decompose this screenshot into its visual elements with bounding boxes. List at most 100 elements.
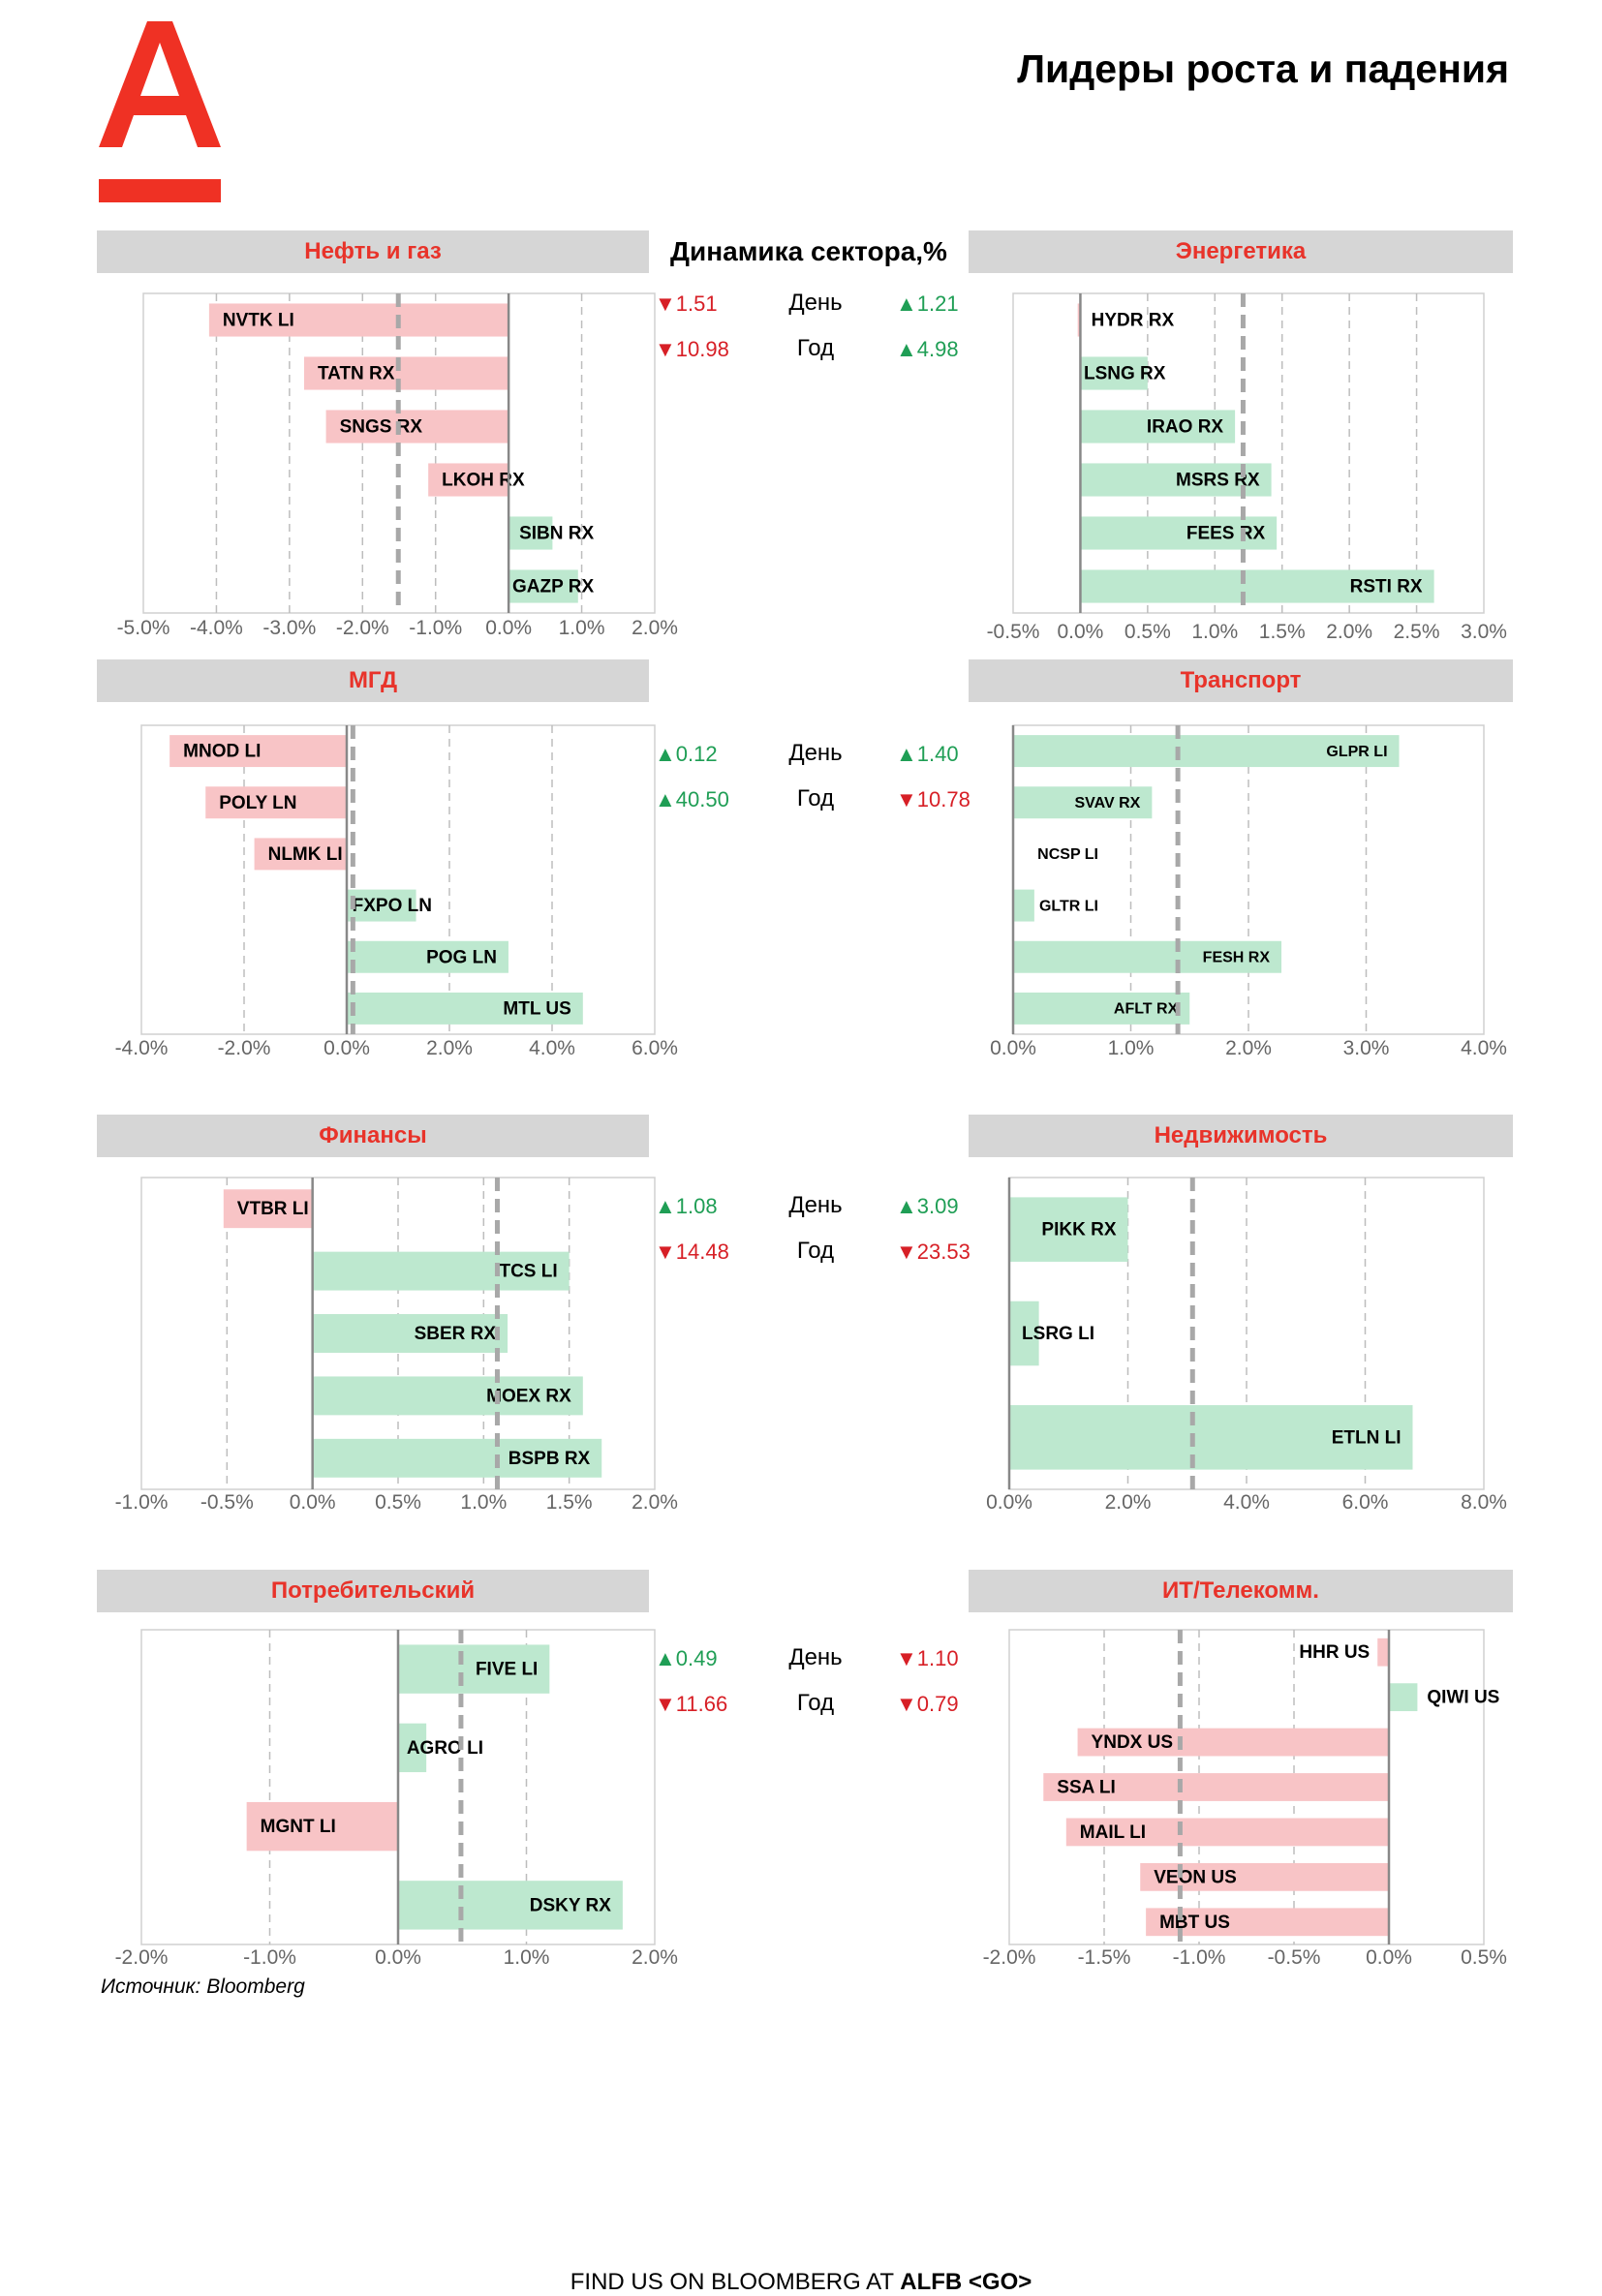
tick-label: -0.5% bbox=[987, 621, 1040, 643]
chart-metals: -4.0% -2.0% 0.0% 2.0% 4.0% 6.0% MNOD LI POLY LN… bbox=[115, 724, 678, 1059]
bar bbox=[1013, 735, 1400, 768]
tick-label: 0.5% bbox=[1461, 1946, 1507, 1969]
period-label: Год bbox=[796, 1238, 835, 1264]
source-note: Источник: Bloomberg bbox=[101, 1975, 305, 1998]
tick-label: 0.0% bbox=[986, 1491, 1032, 1514]
tick-label: 8.0% bbox=[1461, 1491, 1507, 1514]
logo-letter-a bbox=[99, 21, 221, 147]
sector-change-left: ▼14.48 bbox=[655, 1240, 729, 1264]
bar-label: LSRG LI bbox=[1022, 1324, 1094, 1344]
bar bbox=[1013, 889, 1034, 922]
tick-label: 1.5% bbox=[1259, 621, 1306, 643]
tick-label: 0.0% bbox=[375, 1946, 421, 1969]
bar bbox=[1009, 1405, 1413, 1470]
tick-label: 2.0% bbox=[426, 1037, 473, 1059]
chart-it-telecom: -2.0% -1.5% -1.0% -0.5% 0.0% 0.5% HHR US QIWI U… bbox=[983, 1629, 1507, 1969]
bar bbox=[169, 735, 347, 768]
sector-name: ИТ/Телекомм. bbox=[1162, 1577, 1319, 1604]
tick-label: 1.5% bbox=[546, 1491, 593, 1514]
sector-name: Нефть и газ bbox=[304, 238, 442, 264]
chart-real-estate: 0.0% 2.0% 4.0% 6.0% 8.0% PIKK RX LSRG LI ETLN L… bbox=[986, 1177, 1507, 1514]
plot-frame bbox=[140, 724, 656, 1035]
bar bbox=[312, 1314, 508, 1353]
sector-header-finance: Финансы bbox=[97, 1115, 649, 1157]
sector-header-consumer: Потребительский bbox=[97, 1570, 649, 1612]
bar-label: LKOH RX bbox=[442, 471, 525, 491]
period-label: День bbox=[788, 1644, 843, 1670]
tick-label: 0.0% bbox=[1057, 621, 1103, 643]
bar-label: IRAO RX bbox=[1147, 417, 1224, 438]
tick-label: 0.5% bbox=[375, 1491, 421, 1514]
tick-label: 2.0% bbox=[632, 1491, 678, 1514]
logo-underline bbox=[99, 179, 221, 202]
tick-label: 1.0% bbox=[504, 1946, 550, 1969]
dynamics-header: Динамика сектора,% bbox=[649, 230, 969, 273]
sector-change-left: ▼11.66 bbox=[655, 1692, 728, 1716]
sector-header-oil-gas: Нефть и газ bbox=[97, 230, 649, 273]
chart-finance: -1.0% -0.5% 0.0% 0.5% 1.0% 1.5% 2.0% VTBR LI TCS… bbox=[115, 1177, 678, 1514]
bar-label: SIBN RX bbox=[519, 524, 594, 544]
bar bbox=[312, 1438, 602, 1478]
bar-label: MBT US bbox=[1159, 1913, 1230, 1933]
chart-consumer: -2.0% -1.0% 0.0% 1.0% 2.0% FIVE LI AGRO LI MGNT… bbox=[115, 1629, 678, 1969]
tick-label: 0.0% bbox=[485, 617, 532, 639]
tick-label: 2.0% bbox=[632, 1946, 678, 1969]
bar-label: FXPO LN bbox=[353, 896, 432, 916]
sector-change-left: ▲1.08 bbox=[655, 1194, 718, 1218]
sector-name: Потребительский bbox=[270, 1577, 476, 1604]
tick-label: 1.0% bbox=[1108, 1037, 1155, 1059]
period-label: Год bbox=[796, 1690, 835, 1716]
footer: FIND US ON BLOOMBERG AT ALFB <GO> bbox=[0, 2269, 1602, 2296]
tick-label: 3.0% bbox=[1343, 1037, 1390, 1059]
plot-frame bbox=[1012, 292, 1485, 614]
tick-label: -2.0% bbox=[336, 617, 389, 639]
tick-label: 2.0% bbox=[1326, 621, 1372, 643]
sector-change-left: ▼1.51 bbox=[655, 291, 718, 316]
footer-prefix: FIND US ON BLOOMBERG AT bbox=[570, 2269, 901, 2295]
sector-change-right: ▲1.40 bbox=[896, 742, 959, 766]
tick-label: 6.0% bbox=[1342, 1491, 1389, 1514]
tick-label: -1.0% bbox=[1173, 1946, 1226, 1969]
bar-label: NLMK LI bbox=[268, 844, 343, 865]
bar bbox=[347, 889, 416, 922]
bar bbox=[1080, 569, 1434, 603]
tick-label: -5.0% bbox=[117, 617, 170, 639]
bar-label: VEON US bbox=[1154, 1867, 1237, 1887]
bar bbox=[205, 786, 347, 819]
tick-label: 2.5% bbox=[1394, 621, 1440, 643]
bar-label: HYDR RX bbox=[1092, 311, 1175, 331]
bar bbox=[508, 516, 553, 550]
bar bbox=[508, 569, 578, 603]
tick-label: 4.0% bbox=[529, 1037, 575, 1059]
bar bbox=[1009, 1197, 1128, 1262]
sector-name: Энергетика bbox=[1175, 238, 1307, 264]
sector-name: Транспорт bbox=[1180, 667, 1302, 693]
sector-header-metals: МГД bbox=[97, 659, 649, 702]
bar-label: YNDX US bbox=[1092, 1732, 1173, 1753]
sector-name: Недвижимость bbox=[1154, 1122, 1328, 1148]
bar-label: FESH RX bbox=[1203, 949, 1271, 965]
bar bbox=[347, 992, 583, 1025]
bar bbox=[428, 463, 509, 497]
tick-label: -0.5% bbox=[1268, 1946, 1321, 1969]
bar-label: AGRO LI bbox=[407, 1738, 483, 1759]
sector-header-transport: Транспорт bbox=[969, 659, 1513, 702]
tick-label: -1.0% bbox=[115, 1491, 169, 1514]
chart-energy: -0.5% 0.0% 0.5% 1.0% 1.5% 2.0% 2.5% 3.0% HYDR RX… bbox=[987, 292, 1507, 643]
bar bbox=[1080, 463, 1272, 497]
bar-label: DSKY RX bbox=[530, 1895, 611, 1915]
sector-change-right: ▲1.21 bbox=[896, 291, 959, 316]
bar bbox=[398, 1644, 550, 1694]
plot-frame bbox=[1008, 1629, 1485, 1945]
bar-label: AFLT RX bbox=[1114, 1001, 1179, 1018]
bar-label: PIKK RX bbox=[1041, 1220, 1116, 1240]
dynamics-title: Динамика сектора,% bbox=[670, 236, 947, 266]
bar bbox=[312, 1251, 570, 1291]
bar bbox=[1043, 1773, 1389, 1801]
sector-change-right: ▼10.78 bbox=[896, 787, 970, 811]
bar-label: MGNT LI bbox=[261, 1817, 336, 1837]
tick-label: -2.0% bbox=[115, 1946, 169, 1969]
bar-label: TCS LI bbox=[499, 1262, 557, 1282]
bar bbox=[1009, 1301, 1039, 1366]
tick-label: 0.5% bbox=[1124, 621, 1171, 643]
